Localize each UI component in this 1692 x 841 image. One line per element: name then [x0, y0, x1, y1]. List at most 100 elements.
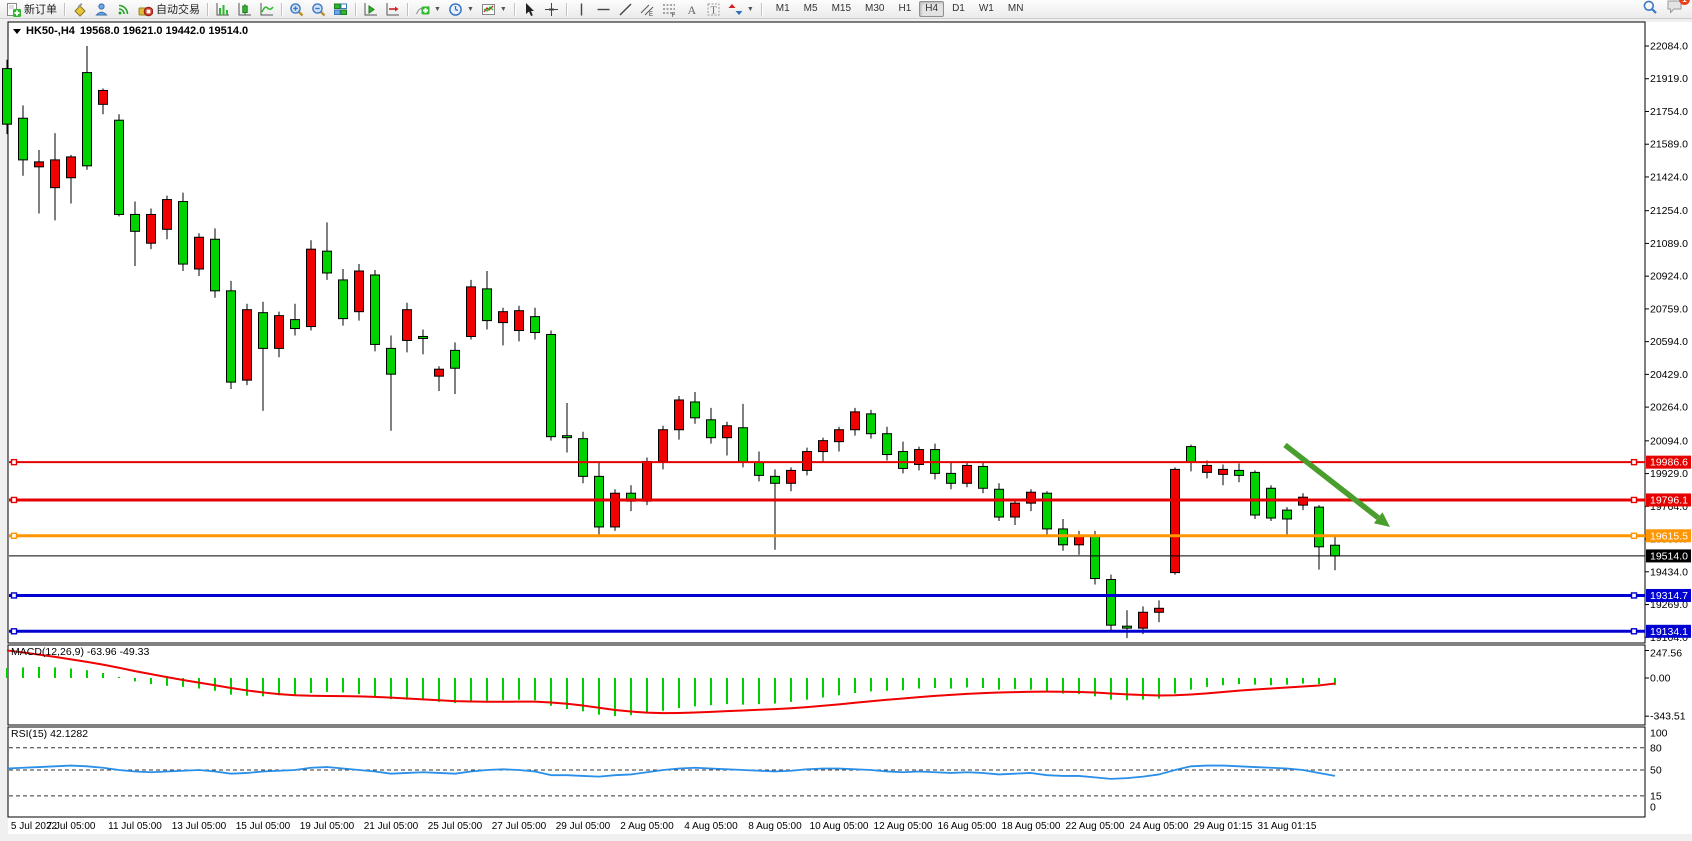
horizontal-line-button[interactable]	[593, 1, 614, 17]
svg-text:15 Jul 05:00: 15 Jul 05:00	[236, 821, 291, 832]
chevron-down-icon: ▼	[499, 5, 507, 13]
svg-text:19314.7: 19314.7	[1650, 590, 1688, 602]
candlestick-chart-button[interactable]	[234, 1, 255, 17]
svg-text:24 Aug 05:00: 24 Aug 05:00	[1130, 821, 1189, 832]
text-label-button[interactable]: T	[703, 1, 724, 17]
svg-text:13 Jul 05:00: 13 Jul 05:00	[172, 821, 227, 832]
chart-title: HK50-,H4 19568.0 19621.0 19442.0 19514.0	[13, 25, 248, 37]
zoom-out-button[interactable]	[308, 1, 329, 17]
svg-text:A: A	[687, 3, 696, 17]
timeframe-m15-button[interactable]: M15	[831, 3, 852, 14]
svg-text:7 Jul 05:00: 7 Jul 05:00	[47, 821, 96, 832]
svg-text:31 Aug 01:15: 31 Aug 01:15	[1258, 821, 1317, 832]
svg-text:19514.0: 19514.0	[1650, 550, 1688, 562]
profile-button[interactable]	[91, 1, 112, 17]
indicators-icon	[415, 2, 430, 17]
svg-text:19929.0: 19929.0	[1650, 468, 1688, 480]
timeframe-m1-button[interactable]: M1	[775, 3, 790, 14]
cursor-icon	[522, 2, 537, 17]
toolbar-separator	[207, 2, 208, 16]
bar-chart-button[interactable]	[212, 1, 233, 17]
svg-text:20924.0: 20924.0	[1650, 271, 1688, 283]
svg-text:16 Aug 05:00: 16 Aug 05:00	[938, 821, 997, 832]
svg-text:27 Jul 05:00: 27 Jul 05:00	[492, 821, 547, 832]
svg-text:10 Aug 05:00: 10 Aug 05:00	[810, 821, 869, 832]
crosshair-icon	[544, 2, 559, 17]
chart-symbol-period: HK50-,H4	[26, 25, 75, 37]
svg-text:21919.0: 21919.0	[1650, 73, 1688, 85]
svg-text:50: 50	[1650, 765, 1662, 777]
trendline-button[interactable]	[615, 1, 636, 17]
main-toolbar: 新订单 自动交易 ▼ ▼ ▼ E F A T ▼ M1 M5 M15 M30 H1 H4 D…	[0, 0, 1692, 19]
svg-text:25 Jul 05:00: 25 Jul 05:00	[428, 821, 483, 832]
line-chart-button[interactable]	[256, 1, 277, 17]
auto-scroll-button[interactable]	[360, 1, 381, 17]
zoom-in-button[interactable]	[286, 1, 307, 17]
new-order-icon	[6, 2, 21, 17]
svg-text:20429.0: 20429.0	[1650, 369, 1688, 381]
svg-text:19 Jul 05:00: 19 Jul 05:00	[300, 821, 355, 832]
timeframe-h1-button[interactable]: H1	[898, 3, 912, 14]
auto-scroll-icon	[363, 2, 378, 17]
search-icon[interactable]	[1642, 0, 1658, 20]
templates-icon	[481, 2, 496, 17]
tile-windows-icon	[333, 2, 348, 17]
styler-button[interactable]	[69, 1, 90, 17]
new-order-button[interactable]: 新订单	[3, 1, 60, 17]
timeframe-bar: M1 M5 M15 M30 H1 H4 D1 W1 MN	[770, 1, 1030, 17]
chart-shift-button[interactable]	[382, 1, 403, 17]
svg-text:19796.1: 19796.1	[1650, 494, 1688, 506]
zoom-in-icon	[289, 2, 304, 17]
text-button[interactable]: A	[681, 1, 702, 17]
svg-text:21089.0: 21089.0	[1650, 238, 1688, 250]
svg-text:19269.0: 19269.0	[1650, 599, 1688, 611]
svg-text:19434.0: 19434.0	[1650, 566, 1688, 578]
timeframe-h4-button[interactable]: H4	[919, 1, 945, 17]
svg-text:11 Jul 05:00: 11 Jul 05:00	[108, 821, 162, 832]
svg-text:29 Jul 05:00: 29 Jul 05:00	[556, 821, 611, 832]
notification-badge: 1	[1679, 0, 1690, 5]
timeframe-d1-button[interactable]: D1	[952, 3, 965, 14]
svg-text:20094.0: 20094.0	[1650, 435, 1688, 447]
chart-dropdown-icon[interactable]	[13, 28, 21, 34]
timeframe-mn-button[interactable]: MN	[1007, 3, 1024, 14]
channel-button[interactable]: E	[637, 1, 658, 17]
periods-clock-button[interactable]: ▼	[445, 1, 477, 17]
crosshair-button[interactable]	[541, 1, 562, 17]
svg-text:E: E	[649, 12, 653, 17]
vertical-line-button[interactable]	[571, 1, 592, 17]
svg-text:F: F	[671, 13, 675, 17]
macd-indicator-label: MACD(12,26,9) -63.96 -49.33	[11, 646, 150, 658]
auto-trading-label: 自动交易	[156, 4, 200, 16]
chat-button[interactable]: 1	[1666, 0, 1690, 19]
timeframe-m5-button[interactable]: M5	[803, 3, 818, 14]
cursor-button[interactable]	[519, 1, 540, 17]
chevron-down-icon: ▼	[746, 5, 754, 13]
new-order-label: 新订单	[24, 4, 57, 16]
profile-icon	[94, 2, 109, 17]
templates-button[interactable]: ▼	[478, 1, 510, 17]
svg-text:100: 100	[1650, 728, 1668, 740]
svg-text:19986.6: 19986.6	[1650, 457, 1688, 469]
timeframe-m30-button[interactable]: M30	[865, 3, 885, 14]
candlestick-chart-icon	[237, 2, 252, 17]
tile-windows-button[interactable]	[330, 1, 351, 17]
svg-text:-343.51: -343.51	[1650, 711, 1686, 723]
chevron-down-icon: ▼	[434, 5, 441, 13]
svg-text:20594.0: 20594.0	[1650, 336, 1688, 348]
svg-text:8 Aug 05:00: 8 Aug 05:00	[748, 821, 802, 832]
fibonacci-button[interactable]: F	[659, 1, 680, 17]
arrows-button[interactable]: ▼	[725, 1, 757, 17]
toolbar-separator	[407, 2, 408, 16]
rsi-indicator-label: RSI(15) 42.1282	[11, 728, 89, 740]
svg-text:20759.0: 20759.0	[1650, 303, 1688, 315]
timeframe-w1-button[interactable]: W1	[978, 3, 994, 14]
macd-values: -63.96 -49.33	[86, 646, 150, 658]
line-chart-icon	[259, 2, 274, 17]
trendline-icon	[618, 2, 633, 17]
auto-trading-button[interactable]: 自动交易	[135, 1, 203, 17]
indicators-button[interactable]: ▼	[412, 1, 444, 17]
signal-button[interactable]	[113, 1, 134, 17]
auto-trading-icon	[138, 2, 153, 17]
